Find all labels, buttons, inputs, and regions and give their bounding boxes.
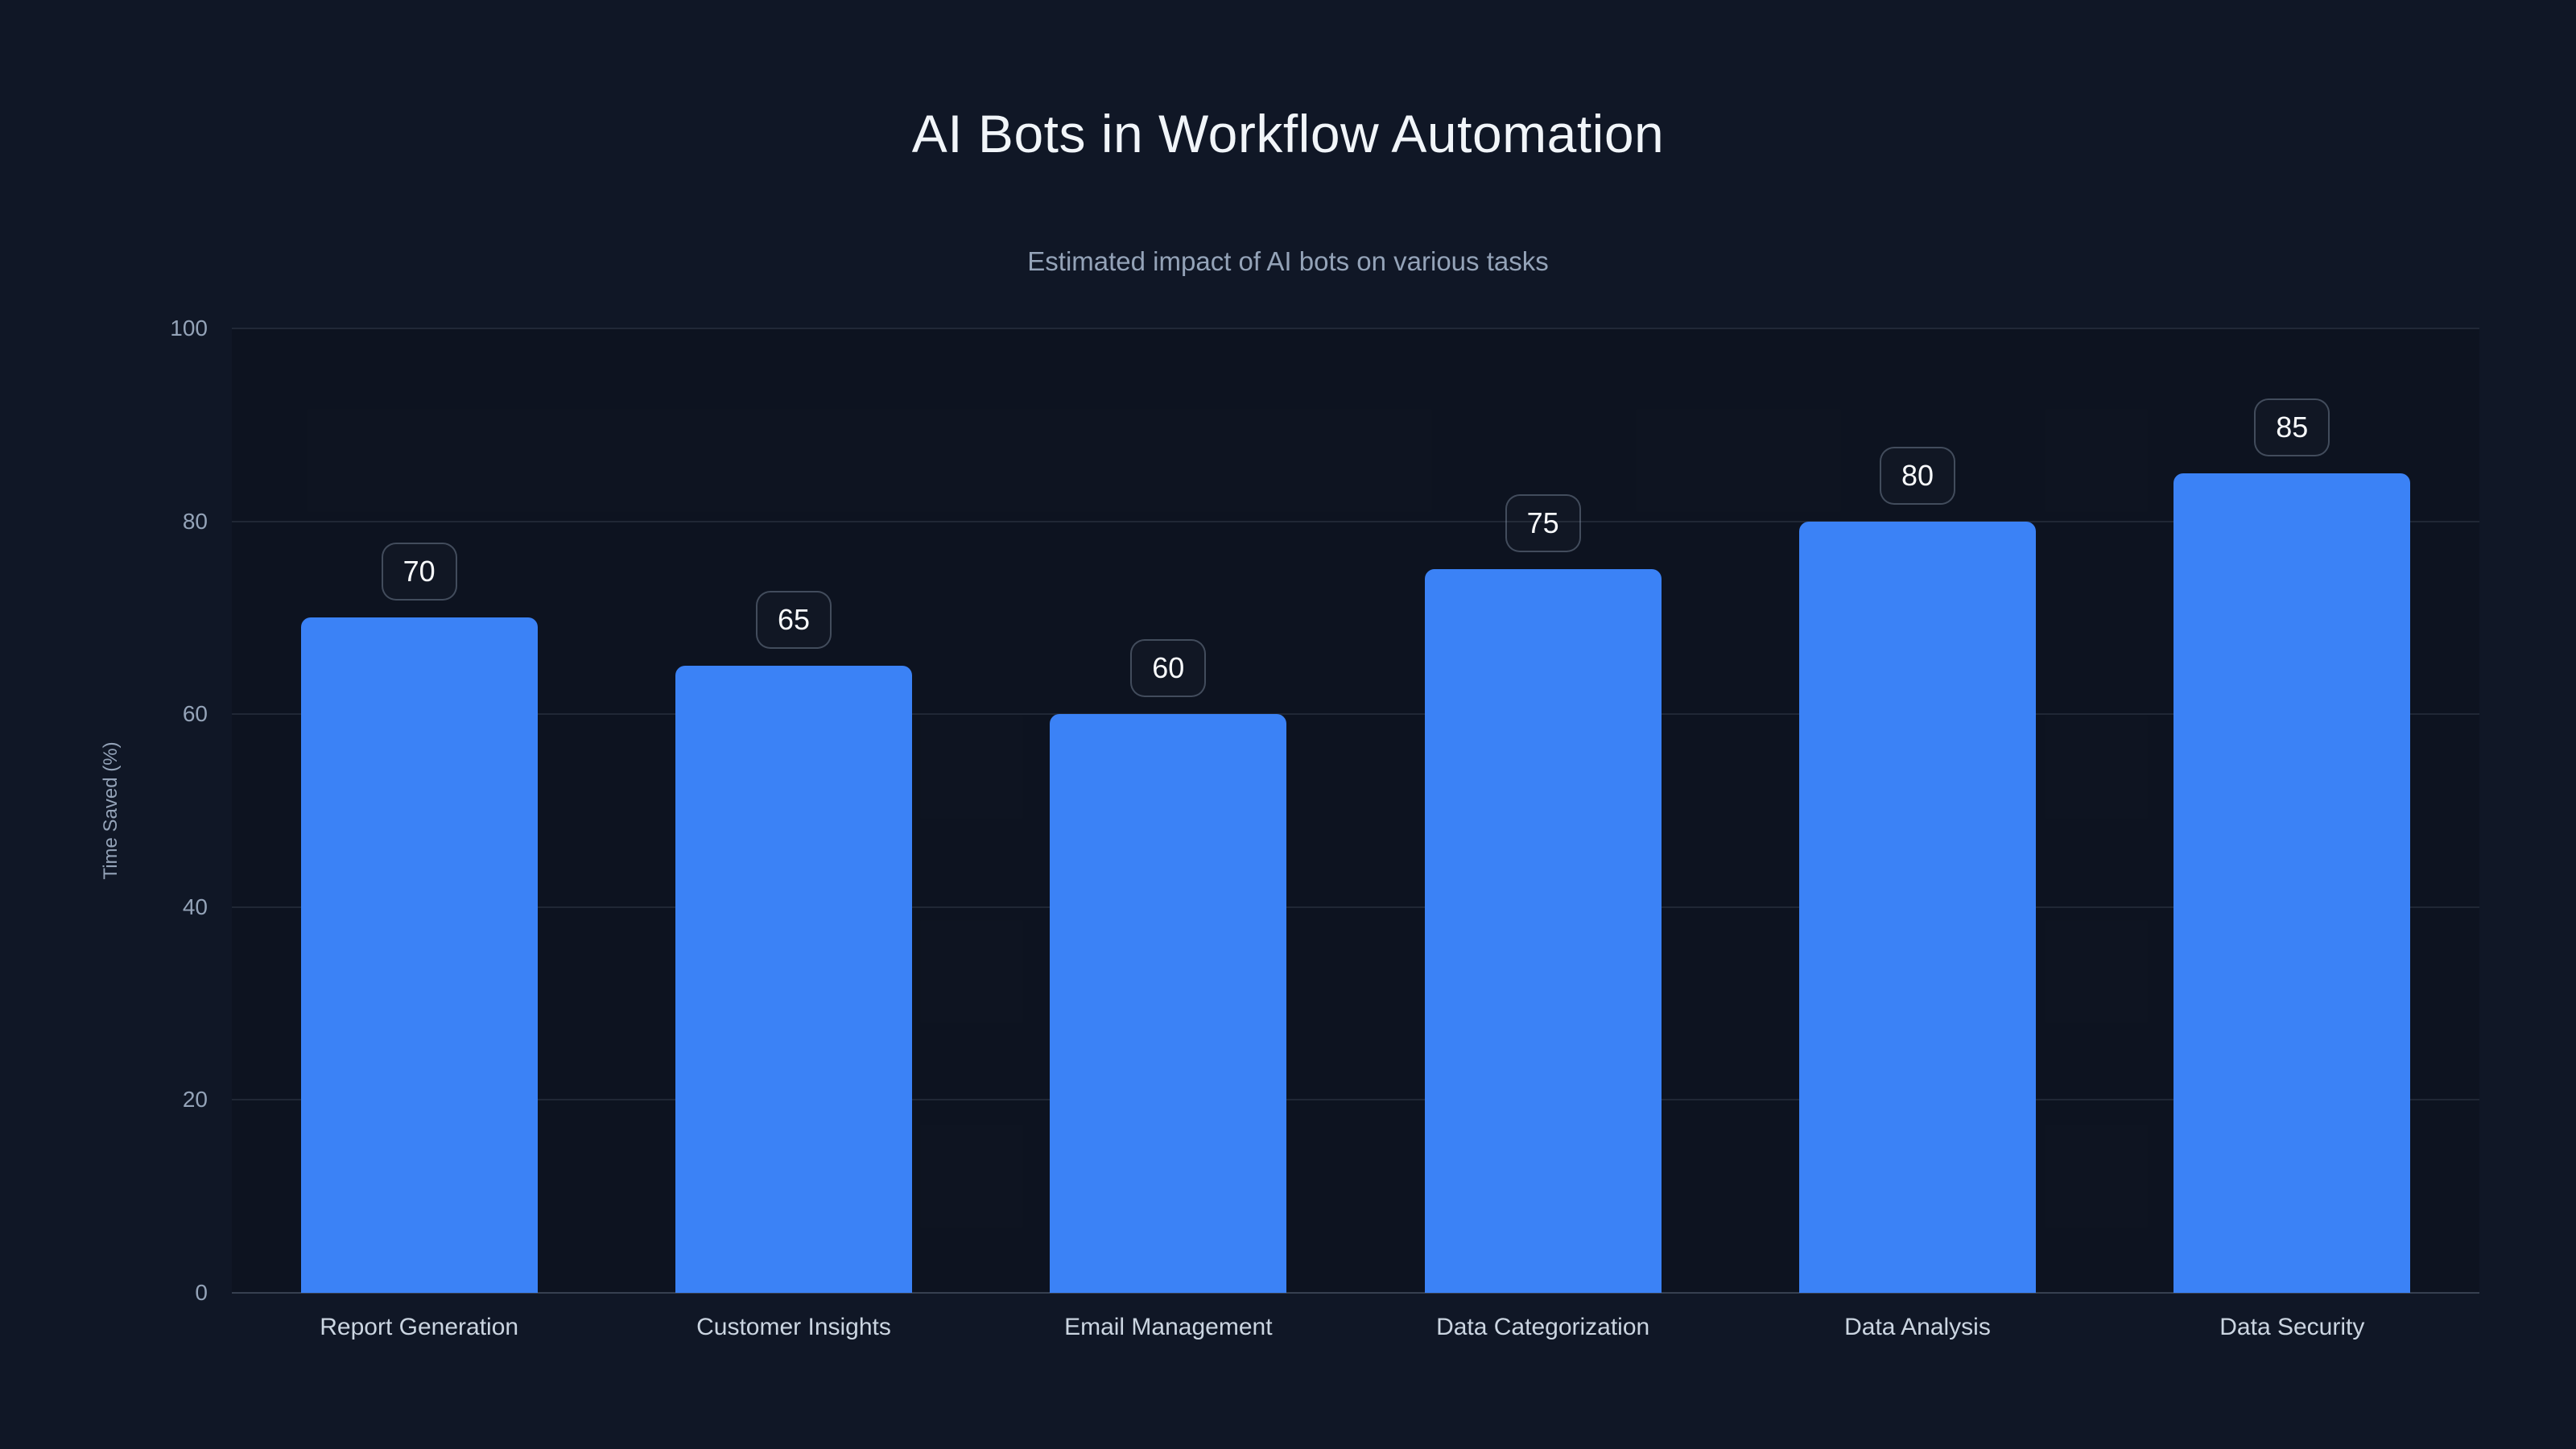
x-label-data-analysis: Data Analysis: [1844, 1314, 1991, 1340]
x-label-report-generation: Report Generation: [320, 1314, 519, 1340]
y-tick-label-0: 0: [195, 1280, 208, 1305]
gridline-40: [232, 906, 2479, 908]
x-label-customer-insights: Customer Insights: [696, 1314, 891, 1340]
value-badge-85: 85: [2254, 398, 2330, 456]
bar-cell-4: 80: [1730, 328, 2104, 1293]
x-axis-labels: Report Generation Customer Insights Email …: [232, 1314, 2479, 1341]
bars-layer: 70 65 60 75 80 85: [232, 328, 2479, 1293]
value-badge-60: 60: [1130, 639, 1207, 697]
gridline-100: [232, 328, 2479, 329]
x-label-data-security: Data Security: [2219, 1314, 2365, 1340]
bar-data-categorization: [1424, 569, 1662, 1293]
value-badge-65: 65: [755, 591, 832, 649]
value-badge-75: 75: [1505, 494, 1581, 552]
bar-cell-5: 85: [2105, 328, 2479, 1293]
gridline-60: [232, 713, 2479, 716]
bar-report-generation: [300, 617, 538, 1293]
bar-cell-2: 60: [981, 328, 1356, 1293]
y-tick-label-60: 60: [182, 701, 208, 727]
y-tick-label-20: 20: [182, 1087, 208, 1113]
plot-area: 70 65 60 75 80 85: [232, 328, 2479, 1294]
x-label-email-management: Email Management: [1064, 1314, 1273, 1340]
chart-subtitle: Estimated impact of AI bots on various t…: [1027, 246, 1549, 276]
value-badge-80: 80: [1879, 447, 1955, 505]
bar-data-security: [2174, 473, 2411, 1293]
bar-cell-1: 65: [606, 328, 980, 1293]
bar-cell-0: 70: [232, 328, 606, 1293]
gridline-0: [232, 1292, 2479, 1294]
bar-customer-insights: [675, 666, 912, 1293]
y-tick-label-100: 100: [170, 316, 208, 341]
y-tick-label-40: 40: [182, 894, 208, 919]
bar-email-management: [1050, 714, 1287, 1293]
chart-title: AI Bots in Workflow Automation: [911, 104, 1665, 163]
value-badge-70: 70: [381, 543, 457, 601]
y-tick-label-80: 80: [182, 508, 208, 534]
bar-cell-3: 75: [1356, 328, 1730, 1293]
x-label-data-categorization: Data Categorization: [1436, 1314, 1650, 1340]
y-axis-title: Time Saved (%): [100, 741, 122, 880]
gridline-80: [232, 520, 2479, 522]
bar-data-analysis: [1798, 522, 2036, 1293]
gridline-20: [232, 1099, 2479, 1101]
